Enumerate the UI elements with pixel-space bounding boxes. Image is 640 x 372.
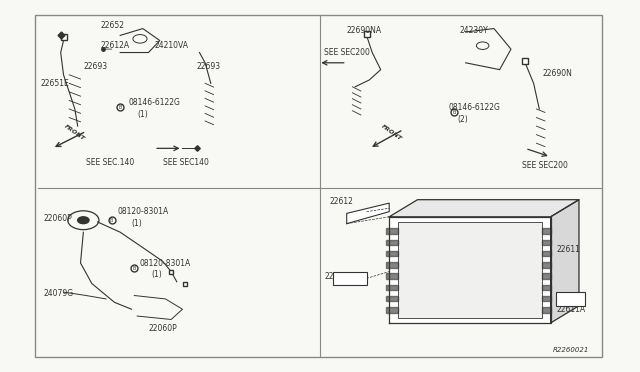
Text: SEE SEC200: SEE SEC200 [522,161,568,170]
FancyBboxPatch shape [397,222,542,318]
Text: B: B [132,266,136,271]
Circle shape [77,217,89,224]
Bar [542,228,550,234]
Text: 08146-6122G: 08146-6122G [449,103,500,112]
Bar [333,272,367,285]
Bar [542,240,550,245]
Text: 22060P: 22060P [148,324,177,333]
Bar [387,262,397,267]
Bar [542,262,550,267]
Bar [387,240,397,245]
Bar [387,307,397,312]
Text: R2260021: R2260021 [552,347,589,353]
Text: SEE SEC200: SEE SEC200 [324,48,370,57]
Text: SEE SEC140: SEE SEC140 [163,158,209,167]
Bar [542,296,550,301]
Text: B: B [118,105,122,110]
Text: 08120-8301A: 08120-8301A [140,259,191,267]
Text: (1): (1) [131,219,142,228]
Bar [542,273,550,279]
Text: B: B [452,110,456,115]
Text: 22612: 22612 [330,197,354,206]
Text: FRONT: FRONT [381,124,403,142]
Polygon shape [389,200,579,217]
Text: 22611: 22611 [556,245,580,254]
Text: 22060P: 22060P [44,214,72,223]
Text: 22690NA: 22690NA [347,26,382,35]
Text: 22612A: 22612A [100,41,129,50]
Text: 22611A: 22611A [556,305,586,314]
Text: 22693: 22693 [196,62,221,71]
Bar [387,228,397,234]
Text: 08146-6122G: 08146-6122G [129,98,180,107]
Bar [542,307,550,312]
Bar [387,285,397,290]
Text: FRONT: FRONT [63,124,86,142]
Text: 22690N: 22690N [542,68,572,77]
Bar [542,251,550,256]
Polygon shape [550,200,579,323]
Text: SEE SEC.140: SEE SEC.140 [86,158,134,167]
Polygon shape [389,217,550,323]
Bar [387,251,397,256]
Bar [387,273,397,279]
Text: (2): (2) [457,115,468,124]
Text: B: B [110,218,113,223]
Polygon shape [347,203,389,224]
Text: 24230Y: 24230Y [460,26,489,35]
Text: 22651E: 22651E [41,79,70,88]
Text: 22652: 22652 [100,21,124,30]
Bar [542,285,550,290]
Bar [556,292,584,306]
Text: 24210VA: 24210VA [154,41,188,50]
Text: 22693: 22693 [83,62,108,71]
Text: (1): (1) [137,110,148,119]
Text: 24079G: 24079G [44,289,74,298]
Text: (1): (1) [151,270,162,279]
Text: 08120-8301A: 08120-8301A [117,207,168,216]
Text: 22611A: 22611A [324,272,353,281]
Bar [387,296,397,301]
